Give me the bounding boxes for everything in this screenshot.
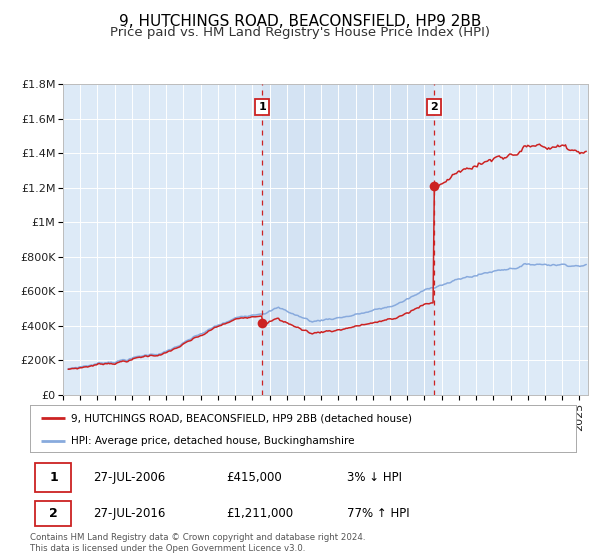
Text: HPI: Average price, detached house, Buckinghamshire: HPI: Average price, detached house, Buck… xyxy=(71,436,355,446)
Text: 9, HUTCHINGS ROAD, BEACONSFIELD, HP9 2BB (detached house): 9, HUTCHINGS ROAD, BEACONSFIELD, HP9 2BB… xyxy=(71,413,412,423)
FancyBboxPatch shape xyxy=(35,502,71,526)
Text: 77% ↑ HPI: 77% ↑ HPI xyxy=(347,507,409,520)
Text: £415,000: £415,000 xyxy=(227,471,283,484)
Text: 27-JUL-2006: 27-JUL-2006 xyxy=(93,471,165,484)
Text: £1,211,000: £1,211,000 xyxy=(227,507,293,520)
Text: Price paid vs. HM Land Registry's House Price Index (HPI): Price paid vs. HM Land Registry's House … xyxy=(110,26,490,39)
Text: 27-JUL-2016: 27-JUL-2016 xyxy=(93,507,165,520)
Text: 1: 1 xyxy=(49,471,58,484)
Text: 2: 2 xyxy=(49,507,58,520)
Text: 1: 1 xyxy=(258,102,266,113)
Bar xyxy=(262,84,434,395)
Text: 9, HUTCHINGS ROAD, BEACONSFIELD, HP9 2BB: 9, HUTCHINGS ROAD, BEACONSFIELD, HP9 2BB xyxy=(119,14,481,29)
FancyBboxPatch shape xyxy=(35,463,71,492)
Text: 3% ↓ HPI: 3% ↓ HPI xyxy=(347,471,401,484)
Text: 2: 2 xyxy=(430,102,438,113)
Text: Contains HM Land Registry data © Crown copyright and database right 2024.
This d: Contains HM Land Registry data © Crown c… xyxy=(30,533,365,553)
